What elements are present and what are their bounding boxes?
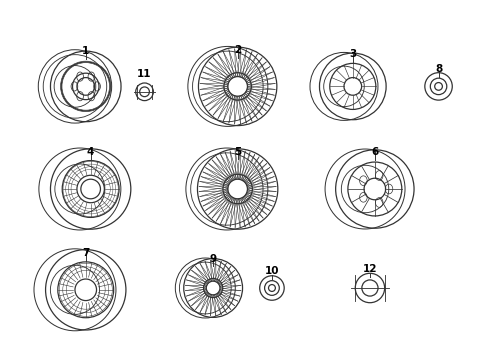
- Text: 10: 10: [265, 266, 279, 276]
- Text: 9: 9: [210, 253, 217, 264]
- Text: 8: 8: [435, 64, 442, 74]
- Text: 12: 12: [363, 264, 377, 274]
- Text: 11: 11: [137, 69, 152, 79]
- Text: 7: 7: [82, 248, 90, 258]
- Text: 1: 1: [82, 46, 89, 56]
- Text: 4: 4: [87, 147, 95, 157]
- Text: 3: 3: [349, 49, 356, 59]
- Text: 5: 5: [234, 147, 241, 157]
- Text: 2: 2: [234, 45, 241, 55]
- Text: 6: 6: [371, 147, 378, 157]
